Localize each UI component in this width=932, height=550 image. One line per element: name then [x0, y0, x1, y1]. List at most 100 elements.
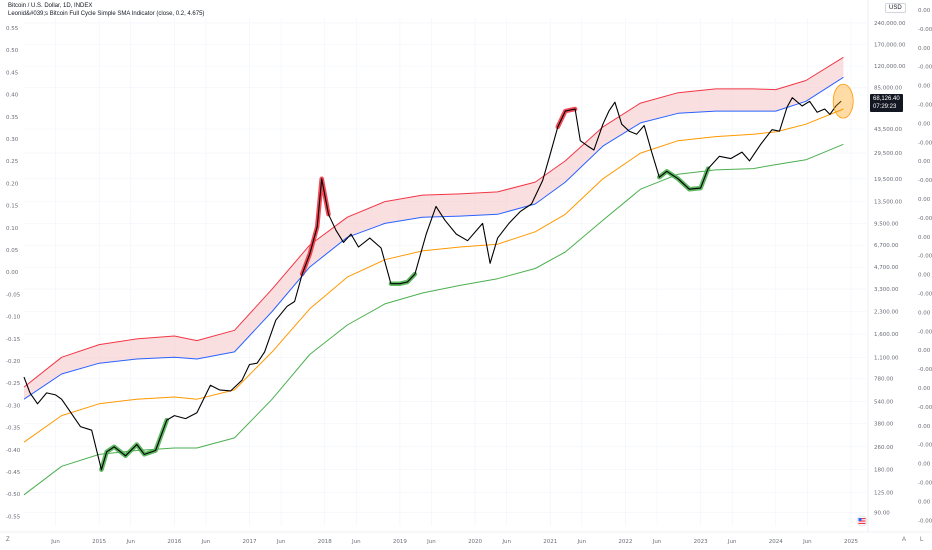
time-tick-label: 2025 — [844, 539, 858, 545]
time-tick-label: Jun — [276, 539, 286, 545]
price-tick-label: 540.00 — [874, 399, 894, 405]
price-tick-label: 2,300.00 — [874, 309, 899, 315]
time-tick-label: 2016 — [167, 539, 181, 545]
left-tick-label: 0.35 — [6, 115, 19, 121]
indicator-title: Leonid&#039;s Bitcoin Full Cycle Simple … — [8, 11, 205, 17]
osc-tick-label: 0.00 — [918, 121, 931, 127]
osc-tick-label: -0.00 — [918, 27, 932, 33]
osc-tick-label: 0.00 — [918, 348, 931, 354]
osc-tick-label: -0.00 — [918, 254, 932, 260]
left-oscillator-axis: 0.55 0.50 0.45 0.40 0.35 0.30 0.25 0.20 0.15 0.10… — [6, 26, 21, 520]
symbol-title: Bitcoin / U.S. Dollar, 1D, INDEX — [8, 3, 93, 9]
osc-tick-label: 0.00 — [918, 462, 931, 468]
price-tick-label: 240,000.00 — [874, 21, 906, 27]
osc-tick-label: -0.00 — [918, 216, 932, 222]
time-tick-label: 2018 — [318, 539, 332, 545]
osc-tick-label: -0.00 — [918, 292, 932, 298]
left-tick-label: 0.45 — [6, 70, 19, 76]
osc-tick-label: -0.00 — [918, 103, 932, 109]
left-tick-label: 0.15 — [6, 204, 19, 210]
time-tick-label: Jun — [652, 539, 662, 545]
osc-tick-label: -0.00 — [918, 481, 932, 487]
top-band-fill — [24, 57, 844, 400]
osc-tick-label: -0.00 — [918, 65, 932, 71]
zoom-button[interactable]: Z — [6, 537, 10, 543]
osc-tick-label: 0.00 — [918, 8, 931, 14]
left-tick-label: -0.20 — [6, 359, 21, 365]
price-tick-label: 29,500.00 — [874, 151, 902, 157]
series-fair — [23, 108, 844, 443]
left-tick-label: 0.55 — [6, 26, 19, 32]
time-axis[interactable]: Jun 2015 Jun 2016 Jun 2017 Jun 2018 Jun 2019 Jun 20… — [50, 539, 858, 545]
osc-tick-label: -0.00 — [918, 405, 932, 411]
time-tick-label: 2024 — [769, 539, 783, 545]
osc-tick-label: -0.00 — [918, 329, 932, 335]
auto-scale-button[interactable]: A — [902, 537, 907, 543]
time-tick-label: 2015 — [92, 539, 106, 545]
price-tick-label: 1,600.00 — [874, 332, 899, 338]
series-price — [23, 97, 842, 471]
flag-icon — [856, 515, 868, 527]
price-tick-label: 380.00 — [874, 421, 894, 427]
price-tick-label: 180.00 — [874, 468, 894, 474]
left-tick-label: 0.25 — [6, 159, 19, 165]
osc-tick-label: -0.00 — [918, 367, 932, 373]
osc-tick-label: 0.00 — [918, 197, 931, 203]
time-tick-label: Jun — [577, 539, 587, 545]
price-tick-label: 85,000.00 — [874, 85, 902, 91]
vertical-grid — [0, 0, 932, 533]
series-mid — [23, 76, 844, 400]
left-tick-label: -0.45 — [6, 470, 21, 476]
price-tick-label: 4,700.00 — [874, 265, 899, 271]
price-tick-label: 90.00 — [874, 511, 890, 517]
series-layer — [23, 56, 844, 496]
price-tick-label: 9,500.00 — [874, 221, 899, 227]
left-tick-label: 0.50 — [6, 48, 19, 54]
time-tick-label: Jun — [426, 539, 436, 545]
last-price-value: 68,126.40 — [873, 96, 900, 103]
left-tick-label: 0.00 — [6, 270, 19, 276]
time-tick-label: Jun — [802, 539, 812, 545]
currency-button[interactable]: USD — [885, 3, 906, 13]
last-price-countdown: 07:29:23 — [873, 104, 897, 111]
left-tick-label: -0.35 — [6, 426, 21, 432]
left-tick-label: -0.40 — [6, 448, 21, 454]
price-tick-label: 3,300.00 — [874, 287, 899, 293]
time-tick-label: 2022 — [618, 539, 632, 545]
left-tick-label: 0.20 — [6, 181, 19, 187]
series-low — [23, 143, 844, 496]
left-tick-label: 0.05 — [6, 248, 19, 254]
osc-tick-label: 0.00 — [918, 386, 931, 392]
left-tick-label: 0.40 — [6, 93, 19, 99]
left-tick-label: -0.15 — [6, 337, 21, 343]
price-tick-label: 6,700.00 — [874, 243, 899, 249]
time-tick-label: Jun — [50, 539, 60, 545]
price-highlight-ellipse — [832, 83, 854, 119]
overbought-highlight — [555, 106, 578, 130]
osc-tick-label: 0.00 — [918, 499, 931, 505]
horizontal-grid — [24, 22, 866, 513]
price-axis[interactable]: 240,000.00 170,000.00 120,000.00 85,000.00 4… — [874, 21, 906, 517]
last-price-label: 68,126.40 07:29:23 — [870, 94, 903, 113]
time-tick-label: 2020 — [468, 539, 482, 545]
osc-tick-label: 0.00 — [918, 84, 931, 90]
time-tick-label: Jun — [201, 539, 211, 545]
log-scale-button[interactable]: L — [920, 537, 924, 543]
left-tick-label: 0.30 — [6, 137, 19, 143]
left-tick-label: -0.50 — [6, 492, 21, 498]
osc-tick-label: -0.00 — [918, 518, 932, 524]
oversold-highlight — [388, 271, 418, 286]
time-tick-label: 2023 — [694, 539, 708, 545]
osc-tick-label: 0.00 — [918, 46, 931, 52]
osc-tick-label: -0.00 — [918, 178, 932, 184]
left-tick-label: -0.25 — [6, 381, 21, 387]
series-top — [23, 56, 844, 388]
price-tick-label: 260.00 — [874, 445, 894, 451]
time-tick-label: 2017 — [243, 539, 257, 545]
osc-tick-label: -0.00 — [918, 140, 932, 146]
osc-tick-label: 0.00 — [918, 159, 931, 165]
left-tick-label: -0.55 — [6, 514, 21, 520]
price-tick-label: 120,000.00 — [874, 64, 906, 70]
osc-tick-label: 0.00 — [918, 235, 931, 241]
